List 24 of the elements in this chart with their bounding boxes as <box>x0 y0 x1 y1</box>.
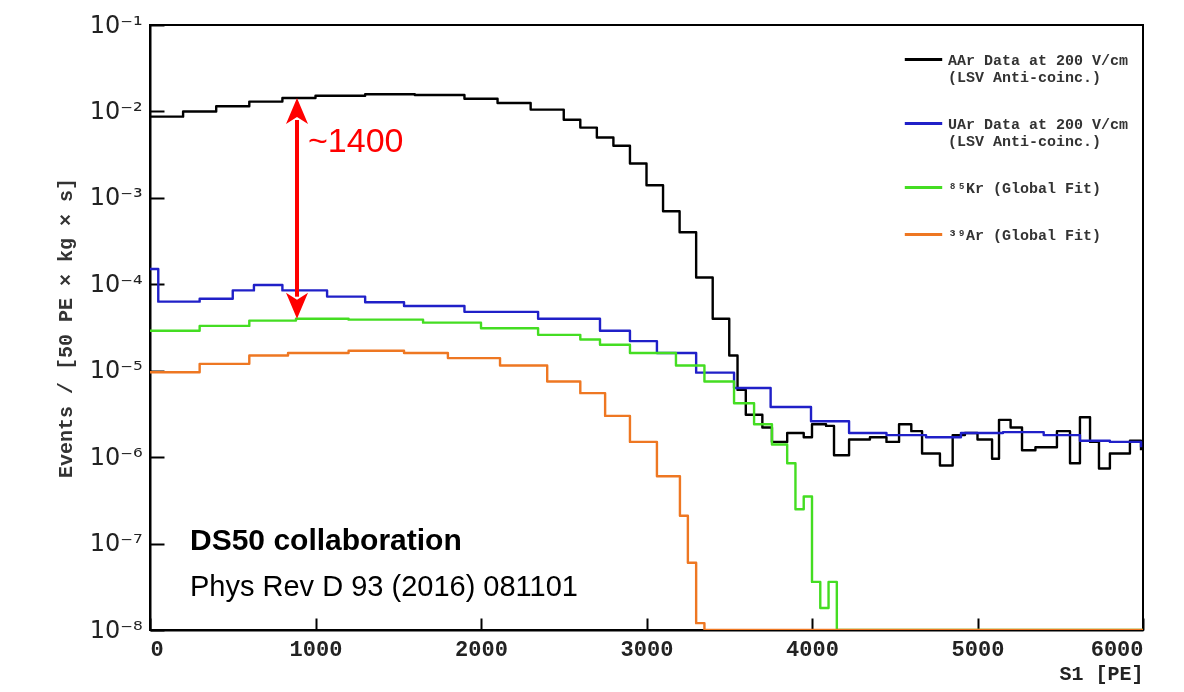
annotation: DS50 collaboration <box>190 523 462 556</box>
annotation: Phys Rev D 93 (2016) 081101 <box>190 570 578 602</box>
x-tick-label: 2000 <box>455 637 508 663</box>
x-tick-label: 1000 <box>289 637 343 663</box>
x-tick-label: 3000 <box>620 637 674 663</box>
y-tick-label: 10⁻⁶ <box>89 442 143 471</box>
x-tick-label: 0 <box>150 637 164 663</box>
x-axis-title: S1 [PE] <box>1059 662 1144 686</box>
y-tick-label: 10⁻⁷ <box>89 529 143 558</box>
legend-label: ³⁹Ar (Global Fit) <box>948 227 1102 245</box>
y-tick-label: 10⁻² <box>89 96 143 125</box>
legend-label: AAr Data at 200 V/cm (LSV Anti-coinc.) <box>948 52 1129 87</box>
y-tick-label: 10⁻¹ <box>89 10 143 39</box>
y-tick-label: 10⁻³ <box>89 183 143 212</box>
annotation: ~1400 <box>308 121 404 159</box>
y-axis-title: Events / [50 PE × kg × s] <box>54 177 78 479</box>
y-tick-label: 10⁻⁴ <box>89 269 143 298</box>
x-tick-label: 5000 <box>951 637 1005 663</box>
y-tick-label: 10⁻⁵ <box>89 356 143 385</box>
x-tick-label: 6000 <box>1090 637 1144 663</box>
x-tick-label: 4000 <box>786 637 839 663</box>
y-tick-label: 10⁻⁸ <box>89 615 143 644</box>
legend-label: ⁸⁵Kr (Global Fit) <box>948 180 1102 198</box>
legend-label: UAr Data at 200 V/cm (LSV Anti-coinc.) <box>948 116 1129 151</box>
